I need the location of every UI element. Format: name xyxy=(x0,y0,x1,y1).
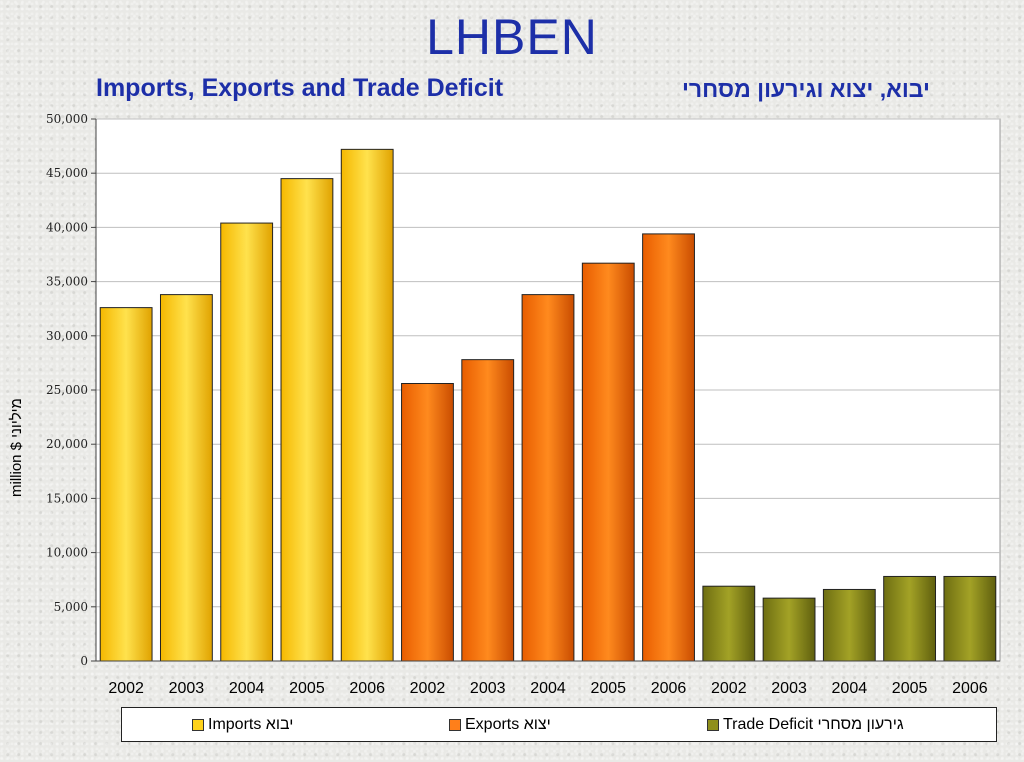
y-tick-label: 10,000 xyxy=(46,546,88,560)
bar-exports-2003 xyxy=(461,359,515,662)
bar-trade-deficit-2002 xyxy=(702,585,756,662)
x-tick-label: 2003 xyxy=(771,680,807,697)
legend-swatch-trade-deficit xyxy=(707,719,719,731)
legend-label-imports: Imports יבוא xyxy=(208,716,294,733)
x-tick-label: 2004 xyxy=(832,680,868,697)
y-tick-label: 40,000 xyxy=(46,220,88,234)
bar-imports-2006 xyxy=(340,148,394,662)
bar-imports-2003 xyxy=(159,294,213,662)
chart-title: LHBEN xyxy=(426,9,598,65)
x-tick-label: 2003 xyxy=(169,680,205,697)
bar-trade-deficit-2005 xyxy=(883,575,937,662)
x-tick-label: 2006 xyxy=(651,680,687,697)
legend-label-trade-deficit: Trade Deficit גירעון מסחרי xyxy=(723,716,904,733)
x-tick-label: 2002 xyxy=(108,680,144,697)
x-tick-label: 2002 xyxy=(410,680,446,697)
x-tick-label: 2006 xyxy=(952,680,988,697)
chart-subtitle-hebrew: יבוא, יצוא וגירעון מסחרי xyxy=(681,76,930,102)
x-tick-label: 2004 xyxy=(530,680,566,697)
y-tick-label: 5,000 xyxy=(54,600,88,614)
x-tick-label: 2003 xyxy=(470,680,506,697)
x-tick-label: 2004 xyxy=(229,680,265,697)
y-tick-label: 30,000 xyxy=(46,329,88,343)
y-tick-label: 50,000 xyxy=(46,112,88,126)
y-tick-label: 35,000 xyxy=(46,275,88,289)
y-tick-label: 15,000 xyxy=(46,491,88,505)
bar-trade-deficit-2006 xyxy=(943,575,997,662)
bar-imports-2002 xyxy=(99,307,153,662)
chart-legend: Imports יבוא Exports יצוא Trade Deficit … xyxy=(121,707,997,742)
x-tick-label: 2005 xyxy=(590,680,626,697)
legend-swatch-exports xyxy=(449,719,461,731)
bar-exports-2006 xyxy=(642,233,695,662)
y-tick-label: 20,000 xyxy=(46,437,88,451)
y-tick-label: 45,000 xyxy=(46,166,88,180)
bar-trade-deficit-2003 xyxy=(762,597,816,662)
x-tick-label: 2006 xyxy=(349,680,385,697)
bar-imports-2004 xyxy=(220,222,274,662)
legend-swatch-imports xyxy=(192,719,204,731)
bar-exports-2004 xyxy=(521,294,575,662)
chart-subtitle-english: Imports, Exports and Trade Deficit xyxy=(96,74,504,102)
y-tick-label: 25,000 xyxy=(46,383,88,397)
bar-imports-2005 xyxy=(280,178,334,662)
x-tick-label: 2005 xyxy=(892,680,928,697)
legend-item-imports: Imports יבוא xyxy=(192,716,293,734)
bar-trade-deficit-2004 xyxy=(822,588,876,662)
bar-exports-2002 xyxy=(401,382,454,662)
legend-item-exports: Exports יצוא xyxy=(449,716,551,734)
legend-item-trade-deficit: Trade Deficit גירעון מסחרי xyxy=(707,716,904,734)
x-tick-label: 2002 xyxy=(711,680,747,697)
bar-exports-2005 xyxy=(581,262,635,662)
legend-label-exports: Exports יצוא xyxy=(465,716,551,733)
x-tick-label: 2005 xyxy=(289,680,325,697)
y-tick-label: 0 xyxy=(80,654,88,668)
